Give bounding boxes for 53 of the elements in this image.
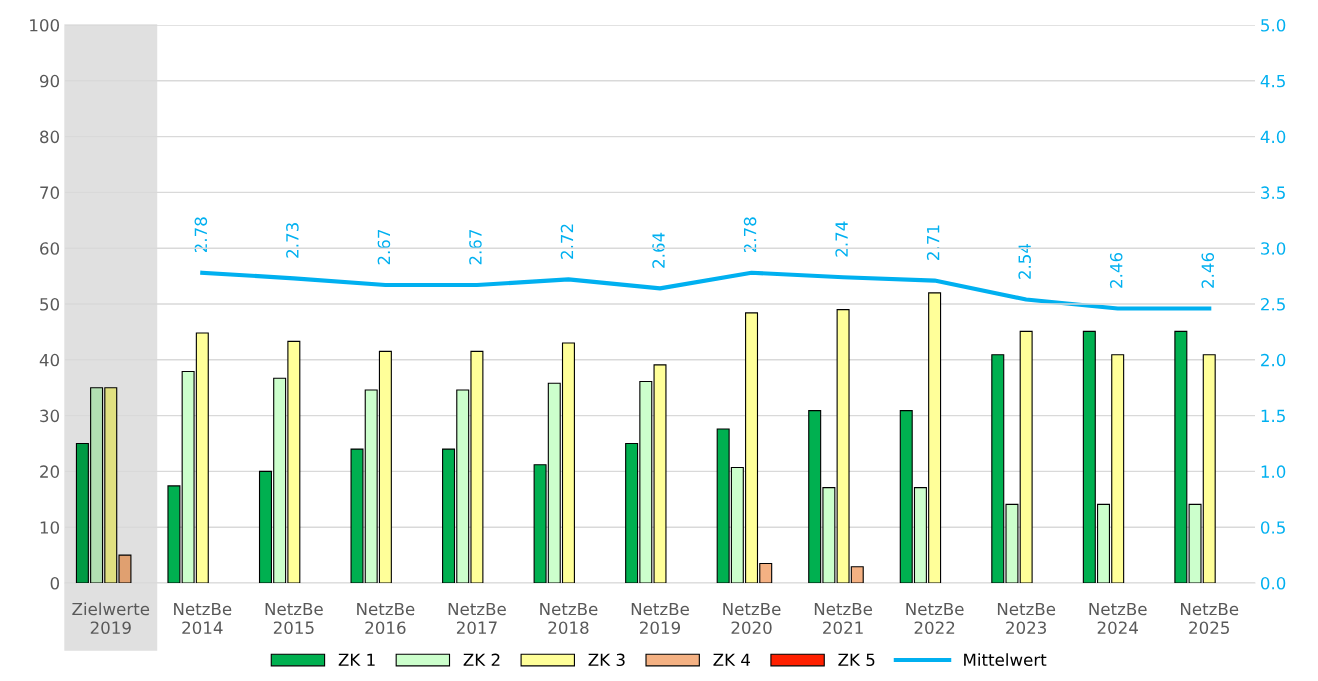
y2-tick-label: 0.0 xyxy=(1260,576,1286,590)
y-tick-label: 50 xyxy=(40,297,60,311)
x-tick-label: NetzBe 2014 xyxy=(174,602,232,635)
x-tick-label: NetzBe 2025 xyxy=(1181,602,1239,635)
data-label: 2.72 xyxy=(560,224,574,259)
data-label: 2.74 xyxy=(835,221,848,257)
data-label: 2.78 xyxy=(743,217,757,253)
data-label: 2.54 xyxy=(1018,243,1031,279)
legend-label: ZK 1 xyxy=(338,653,375,666)
y2-tick-label: 3.5 xyxy=(1261,186,1285,199)
y2-tick-label: 1.5 xyxy=(1261,409,1285,423)
legend-label: ZK 2 xyxy=(463,653,500,666)
x-tick-label: NetzBe 2024 xyxy=(1089,602,1147,635)
y-tick-label: 20 xyxy=(40,465,60,478)
y-tick-label: 10 xyxy=(40,521,60,534)
x-tick-label: NetzBe 2019 xyxy=(631,602,689,635)
y2-tick-label: 3.0 xyxy=(1261,242,1286,255)
legend-label: ZK 4 xyxy=(713,653,750,666)
x-tick-label: NetzBe 2018 xyxy=(540,602,598,635)
x-tick-label: NetzBe 2017 xyxy=(448,602,506,635)
data-label: 2.67 xyxy=(377,229,391,265)
legend-label: ZK 3 xyxy=(588,653,625,667)
data-label: 2.46 xyxy=(1201,252,1215,288)
y2-tick-label: 4.5 xyxy=(1260,74,1285,88)
data-label: 2.73 xyxy=(286,223,299,258)
y-tick-label: 30 xyxy=(40,409,60,423)
legend-label: ZK 5 xyxy=(838,653,875,667)
y-tick-label: 90 xyxy=(39,74,60,88)
x-tick-label: NetzBe 2020 xyxy=(723,602,781,635)
x-tick-label: NetzBe 2022 xyxy=(906,602,964,635)
y2-tick-label: 5.0 xyxy=(1261,18,1286,32)
y-tick-label: 40 xyxy=(39,353,60,367)
y-tick-label: 70 xyxy=(40,186,60,199)
y2-tick-label: 0.5 xyxy=(1260,521,1285,534)
y-tick-label: 80 xyxy=(40,130,60,144)
x-tick-label: NetzBe 2023 xyxy=(997,602,1056,635)
y2-tick-label: 2.5 xyxy=(1261,297,1285,311)
data-label: 2.67 xyxy=(469,229,482,265)
data-label: 2.64 xyxy=(652,232,665,268)
y-tick-label: 60 xyxy=(40,242,60,255)
x-tick-label: Zielwerte 2019 xyxy=(72,602,150,635)
data-label: 2.71 xyxy=(926,225,940,260)
y2-tick-label: 2.0 xyxy=(1261,353,1286,367)
y2-tick-label: 4.0 xyxy=(1260,130,1286,144)
y2-tick-label: 1.0 xyxy=(1261,465,1286,478)
x-tick-label: NetzBe 2016 xyxy=(357,602,415,635)
x-tick-label: NetzBe 2021 xyxy=(814,602,873,635)
data-label: 2.46 xyxy=(1109,252,1123,288)
y-tick-label: 0 xyxy=(50,576,60,590)
y-tick-label: 100 xyxy=(30,18,60,32)
data-label: 2.78 xyxy=(194,217,208,253)
legend-label: Mittelwert xyxy=(964,653,1047,667)
x-tick-label: NetzBe 2015 xyxy=(265,602,323,635)
